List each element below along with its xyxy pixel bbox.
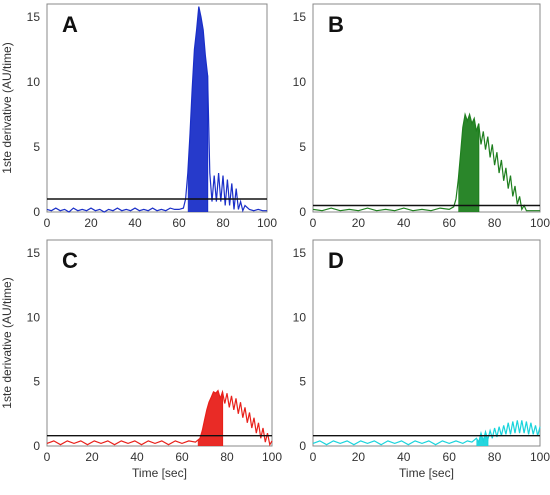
x-tick-label: 40 <box>130 450 144 464</box>
plot-frame <box>312 239 541 447</box>
x-tick-label: 0 <box>310 450 317 464</box>
plot-frame <box>46 3 268 213</box>
y-tick-label: 0 <box>299 205 306 219</box>
x-tick-label: 100 <box>262 450 282 464</box>
y-tick-label: 0 <box>33 205 40 219</box>
x-tick-label: 60 <box>175 450 189 464</box>
x-tick-label: 40 <box>128 216 142 230</box>
x-tick-label: 20 <box>352 216 366 230</box>
x-tick-label: 100 <box>530 216 550 230</box>
x-tick-label: 80 <box>220 450 234 464</box>
y-tick-label: 10 <box>293 75 307 89</box>
y-tick-label: 10 <box>27 310 41 324</box>
panel-letter: B <box>328 12 344 37</box>
x-tick-label: 0 <box>310 216 317 230</box>
shaded-area <box>187 6 208 212</box>
x-tick-label: 100 <box>257 216 277 230</box>
y-tick-label: 15 <box>293 246 307 260</box>
y-tick-label: 15 <box>27 10 41 24</box>
x-axis-label: Time [sec] <box>132 466 187 480</box>
y-tick-label: 10 <box>293 310 307 324</box>
y-axis-label: 1ste derivative (AU/time) <box>0 277 14 408</box>
panel-d: 0 5 10 15 0 20 40 60 80 100 D Time [sec] <box>293 239 550 480</box>
shaded-area <box>458 114 479 212</box>
y-tick-label: 15 <box>27 246 41 260</box>
shaded-area <box>197 390 223 446</box>
panel-letter: D <box>328 248 344 273</box>
x-tick-label: 60 <box>443 216 457 230</box>
x-axis-label: Time [sec] <box>399 466 454 480</box>
x-tick-label: 80 <box>488 450 502 464</box>
y-tick-label: 0 <box>299 439 306 453</box>
x-tick-label: 60 <box>443 450 457 464</box>
x-tick-label: 20 <box>84 216 98 230</box>
x-tick-label: 80 <box>216 216 230 230</box>
x-tick-label: 80 <box>488 216 502 230</box>
series-line <box>46 389 273 447</box>
panel-letter: A <box>62 12 78 37</box>
y-tick-label: 0 <box>33 439 40 453</box>
y-tick-label: 5 <box>299 140 306 154</box>
y-tick-label: 5 <box>33 140 40 154</box>
plot-frame <box>312 3 541 213</box>
panel-a: 0 5 10 15 0 20 40 60 80 100 A 1ste derivative (AU/t… <box>0 3 277 230</box>
x-tick-label: 0 <box>44 450 51 464</box>
x-tick-label: 60 <box>172 216 186 230</box>
x-tick-label: 0 <box>44 216 51 230</box>
panel-c: 0 5 10 15 0 20 40 60 80 100 C 1ste derivative (AU/t… <box>0 239 282 480</box>
y-tick-label: 15 <box>293 10 307 24</box>
x-tick-label: 20 <box>85 450 99 464</box>
x-tick-label: 100 <box>530 450 550 464</box>
panel-letter: C <box>62 248 78 273</box>
y-tick-label: 10 <box>27 75 41 89</box>
plot-frame <box>46 239 273 447</box>
x-tick-label: 20 <box>352 450 366 464</box>
series-line <box>312 112 540 212</box>
y-tick-label: 5 <box>33 375 40 389</box>
x-tick-label: 40 <box>397 216 411 230</box>
x-tick-label: 40 <box>397 450 411 464</box>
series-line <box>46 6 267 213</box>
y-axis-label: 1ste derivative (AU/time) <box>0 42 14 173</box>
panel-b: 0 5 10 15 0 20 40 60 80 100 B <box>293 3 550 230</box>
series-line <box>312 420 541 446</box>
y-tick-label: 5 <box>299 375 306 389</box>
